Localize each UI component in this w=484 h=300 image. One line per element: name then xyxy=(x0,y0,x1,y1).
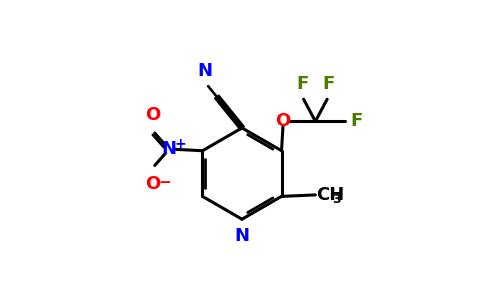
Text: +: + xyxy=(175,137,186,151)
Text: N: N xyxy=(197,61,212,80)
Text: CH: CH xyxy=(316,186,344,204)
Text: O: O xyxy=(275,112,290,130)
Text: N: N xyxy=(161,140,176,158)
Text: F: F xyxy=(322,75,335,93)
Text: F: F xyxy=(350,112,363,130)
Text: −: − xyxy=(158,175,171,190)
Text: 3: 3 xyxy=(333,193,341,206)
Text: O: O xyxy=(145,175,160,193)
Text: N: N xyxy=(235,227,249,245)
Text: O: O xyxy=(145,106,160,124)
Text: F: F xyxy=(296,75,308,93)
